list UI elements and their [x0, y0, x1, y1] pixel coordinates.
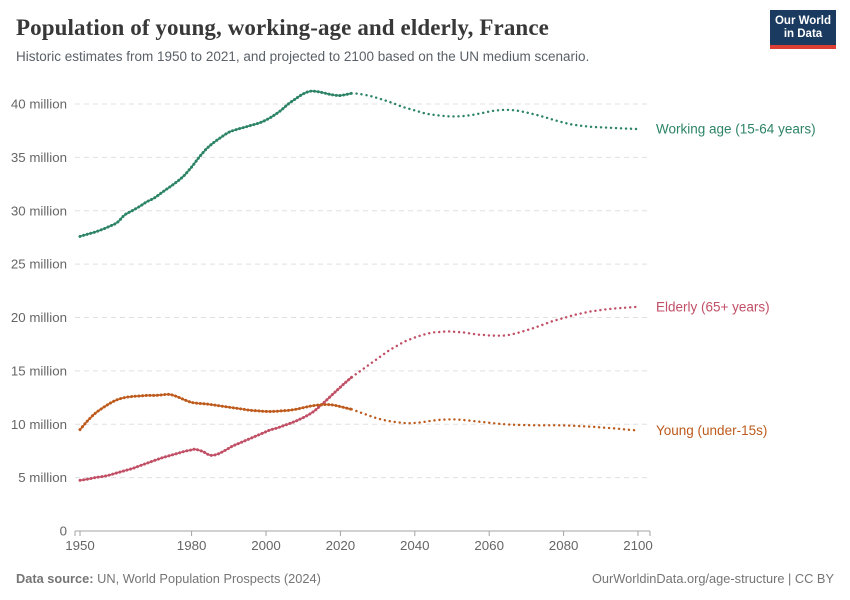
y-tick-label: 25 million	[11, 257, 67, 272]
page-title: Population of young, working-age and eld…	[16, 15, 549, 40]
series-label-working-age[interactable]: Working age (15-64 years)	[656, 122, 816, 137]
y-tick-label: 40 million	[11, 97, 67, 112]
y-tick-label: 15 million	[11, 363, 67, 378]
chart-subtitle: Historic estimates from 1950 to 2021, an…	[16, 49, 590, 64]
owid-logo[interactable]: Our World in Data	[770, 10, 836, 49]
x-tick-label: 2060	[474, 538, 504, 553]
series-line-historic[interactable]	[79, 376, 353, 482]
series-line-projected[interactable]	[350, 92, 640, 131]
owid-logo-line1: Our World	[774, 14, 831, 27]
y-tick-label: 0	[60, 524, 67, 539]
y-tick-label: 10 million	[11, 417, 67, 432]
chart-footer: Data source: UN, World Population Prospe…	[0, 571, 850, 586]
x-tick-label: 2000	[251, 538, 281, 553]
series-line-historic-markers	[78, 392, 354, 432]
y-gridlines	[75, 103, 648, 479]
y-tick-label: 35 million	[11, 150, 67, 165]
series-label-elderly[interactable]: Elderly (65+ years)	[656, 299, 770, 314]
x-tick-label: 2100	[623, 538, 653, 553]
series-line-historic[interactable]	[79, 90, 352, 238]
data-source: Data source: UN, World Population Prospe…	[16, 571, 321, 586]
x-tick-label: 2020	[326, 538, 356, 553]
chart-header: Population of young, working-age and eld…	[0, 0, 850, 65]
data-source-text: UN, World Population Prospects (2024)	[97, 571, 321, 586]
series-line-historic-markers	[78, 375, 354, 482]
x-axis-labels: 1950 1980 2000 2020 2040 2060 2080 2100	[65, 538, 653, 553]
owid-logo-line2: in Data	[783, 27, 823, 40]
x-tick-label: 2080	[549, 538, 579, 553]
x-tick-label: 1950	[65, 538, 95, 553]
y-axis-labels: 0 5 million 10 million 15 million 20 million…	[11, 97, 67, 539]
series-line-historic-markers	[78, 89, 354, 238]
y-tick-label: 5 million	[18, 470, 67, 485]
series-line-projected[interactable]	[350, 305, 640, 379]
x-tick-label: 2040	[400, 538, 430, 553]
series-elderly[interactable]: Elderly (65+ years)	[78, 299, 770, 482]
series-working-age[interactable]: Working age (15-64 years)	[78, 89, 816, 238]
y-tick-label: 30 million	[11, 203, 67, 218]
series-label-young[interactable]: Young (under-15s)	[656, 423, 767, 438]
series-line-projected[interactable]	[350, 408, 640, 432]
footer-link[interactable]: OurWorldinData.org/age-structure | CC BY	[591, 571, 834, 586]
data-source-label: Data source:	[16, 571, 94, 586]
series-young[interactable]: Young (under-15s)	[78, 392, 767, 438]
y-tick-label: 20 million	[11, 310, 67, 325]
x-axis	[74, 530, 651, 536]
x-tick-label: 1980	[177, 538, 207, 553]
